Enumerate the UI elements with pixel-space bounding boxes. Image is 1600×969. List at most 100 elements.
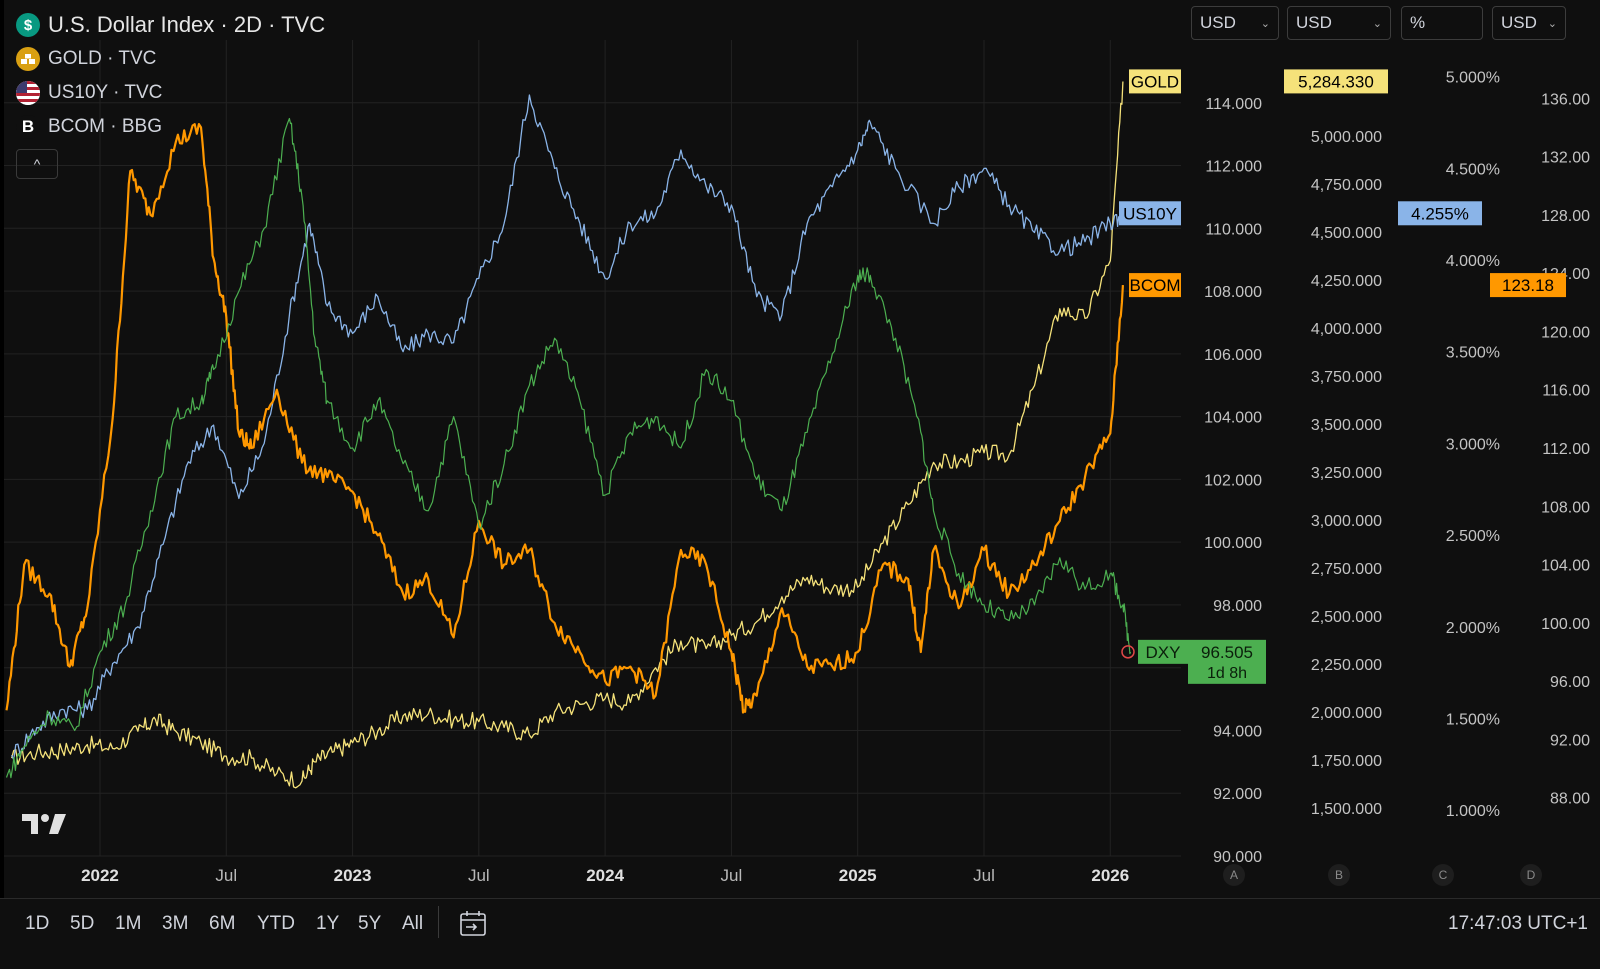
chart-legend: $ U.S. Dollar Index · 2D · TVC GOLD · TV… [16, 8, 325, 144]
tradingview-logo-icon[interactable] [22, 810, 66, 836]
series-tag-dxy [1138, 639, 1188, 664]
axis-letter-b[interactable]: B [1328, 864, 1350, 886]
legend-label-us10y: US10Y · TVC [48, 82, 163, 103]
y-tick-label-a: 114.000 [1205, 96, 1262, 113]
price-tag-dxy [1188, 639, 1266, 684]
axis-letter-d[interactable]: D [1520, 864, 1542, 886]
x-tick-label: 2024 [586, 866, 624, 885]
unit-select-d[interactable]: USD ⌄ [1492, 6, 1566, 40]
unit-select-c-label: % [1410, 13, 1426, 32]
range-5d-button[interactable]: 5D [70, 913, 95, 934]
y-tick-label-a: 108.000 [1204, 284, 1262, 301]
range-1y-button[interactable]: 1Y [316, 913, 340, 934]
legend-label-gold: GOLD · TVC [48, 48, 157, 69]
series-line-us10y [11, 94, 1124, 761]
price-tag-text-gold: 5,284.330 [1298, 72, 1374, 91]
price-tag-us10y [1398, 201, 1482, 226]
range-1d-button[interactable]: 1D [25, 913, 50, 934]
go-to-date-icon[interactable] [458, 908, 488, 938]
y-tick-label-c: 1.000% [1446, 803, 1500, 820]
y-tick-label-a: 92.000 [1213, 786, 1262, 803]
series-tag-text-bcom: BCOM [1130, 276, 1181, 295]
axis-letter-a[interactable]: A [1223, 864, 1245, 886]
y-tick-label-c: 2.000% [1446, 620, 1500, 637]
chevron-up-icon: ^ [33, 156, 41, 172]
y-tick-label-b: 3,500.000 [1311, 417, 1382, 434]
series-tag-text-gold: GOLD [1131, 72, 1179, 91]
chart-frame [4, 0, 1600, 968]
gold-bars-icon [16, 47, 40, 71]
clock-display[interactable]: 17:47:03 UTC+1 [1448, 913, 1588, 934]
y-tick-label-a: 90.000 [1213, 849, 1262, 866]
y-tick-label-d: 96.00 [1550, 674, 1590, 691]
legend-row-bcom[interactable]: B BCOM · BBG [16, 110, 325, 144]
y-tick-label-d: 136.00 [1541, 91, 1590, 108]
series-tag-bcom [1129, 273, 1181, 298]
unit-select-c[interactable]: % [1401, 6, 1483, 40]
y-tick-label-a: 104.000 [1204, 410, 1262, 427]
y-tick-label-a: 110.000 [1205, 221, 1262, 238]
price-tag-bcom [1490, 273, 1566, 298]
y-tick-label-a: 94.000 [1213, 723, 1262, 740]
x-tick-label: 2023 [334, 866, 372, 885]
y-tick-label-d: 132.00 [1541, 150, 1590, 167]
unit-select-a[interactable]: USD ⌄ [1191, 6, 1279, 40]
axis-layer: 2022 Jul 2023 Jul 2024 Jul 2025 Jul 2026 90.000 92… [81, 70, 1590, 885]
y-tick-label-b: 2,750.000 [1311, 561, 1382, 578]
y-tick-label-c: 5.000% [1446, 70, 1500, 87]
chevron-down-icon: ⌄ [1372, 17, 1382, 30]
bottom-toolbar [0, 898, 1600, 969]
price-tag-text-us10y: 4.255% [1411, 204, 1469, 223]
dollar-icon: $ [16, 13, 40, 37]
collapse-legend-button[interactable]: ^ [16, 149, 58, 179]
y-tick-label-c: 4.000% [1446, 253, 1500, 270]
legend-row-gold[interactable]: GOLD · TVC [16, 42, 325, 76]
range-5y-button[interactable]: 5Y [358, 913, 382, 934]
legend-row-dxy[interactable]: $ U.S. Dollar Index · 2D · TVC [16, 8, 325, 42]
y-tick-label-b: 5,000.000 [1311, 129, 1382, 146]
x-tick-label: 2022 [81, 866, 119, 885]
series-line-dxy [5, 117, 1132, 779]
chevron-down-icon: ⌄ [1547, 17, 1557, 30]
y-tick-label-d: 100.00 [1541, 616, 1590, 633]
y-tick-label-b: 4,250.000 [1311, 273, 1382, 290]
range-ytd-button[interactable]: YTD [257, 913, 295, 934]
y-tick-label-d: 112.00 [1542, 441, 1590, 458]
legend-label-bcom: BCOM · BBG [48, 116, 163, 137]
bloomberg-b-icon: B [16, 115, 40, 139]
y-tick-label-d: 104.00 [1541, 558, 1590, 575]
y-tick-label-b: 3,000.000 [1311, 513, 1382, 530]
price-tag-gold [1284, 69, 1388, 94]
range-all-button[interactable]: All [402, 913, 424, 934]
x-tick-label: Jul [973, 866, 995, 885]
y-tick-label-a: 112.000 [1205, 159, 1262, 176]
series-layer [5, 81, 1132, 789]
price-tag-text-bcom: 123.18 [1502, 276, 1554, 295]
y-tick-label-c: 4.500% [1446, 161, 1500, 178]
series-line-bcom [5, 122, 1124, 714]
y-tick-label-c: 3.500% [1446, 345, 1500, 362]
y-tick-label-b: 4,000.000 [1311, 321, 1382, 338]
y-tick-label-d: 108.00 [1541, 499, 1590, 516]
y-tick-label-b: 3,750.000 [1311, 369, 1382, 386]
range-6m-button[interactable]: 6M [209, 913, 236, 934]
range-1m-button[interactable]: 1M [115, 913, 142, 934]
series-tag-text-dxy: DXY [1146, 643, 1181, 662]
x-tick-label: 2025 [839, 866, 877, 885]
y-tick-label-b: 3,250.000 [1311, 465, 1382, 482]
toolbar-separator [438, 906, 439, 938]
y-tick-label-d: 92.00 [1550, 732, 1590, 749]
unit-select-b[interactable]: USD ⌄ [1287, 6, 1391, 40]
y-tick-label-c: 2.500% [1446, 528, 1500, 545]
y-tick-label-b: 2,250.000 [1311, 657, 1382, 674]
axis-letter-c[interactable]: C [1432, 864, 1454, 886]
range-3m-button[interactable]: 3M [162, 913, 189, 934]
y-tick-label-a: 100.000 [1204, 535, 1262, 552]
y-tick-label-d: 88.00 [1550, 791, 1590, 808]
x-tick-label: Jul [721, 866, 743, 885]
y-tick-label-b: 4,500.000 [1311, 225, 1382, 242]
grid-layer [4, 40, 1181, 857]
y-tick-label-b: 2,000.000 [1311, 705, 1382, 722]
legend-row-us10y[interactable]: US10Y · TVC [16, 76, 325, 110]
